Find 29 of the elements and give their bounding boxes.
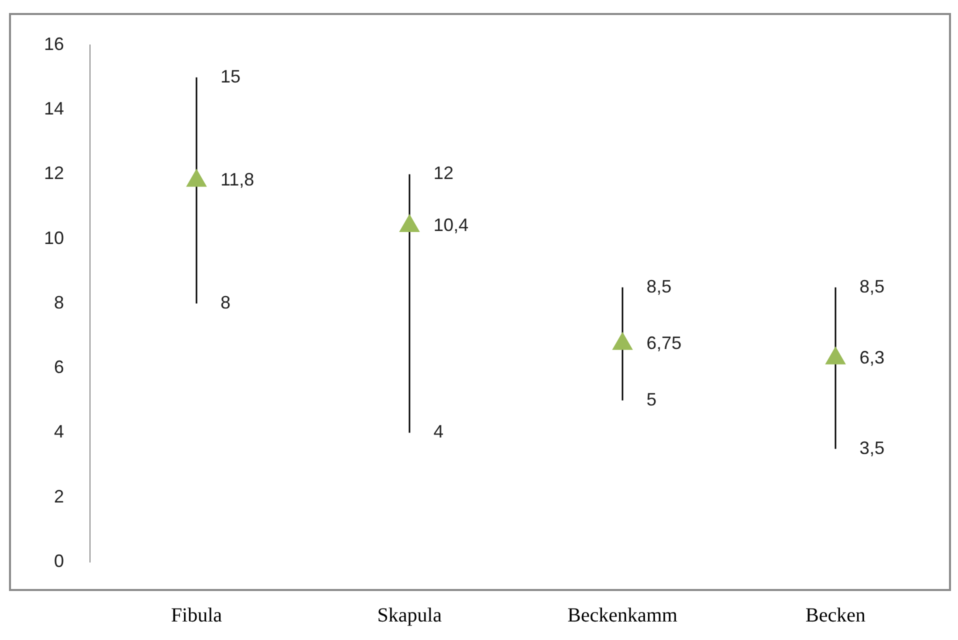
x-tick-label: Skapula <box>377 604 442 626</box>
y-tick-label: 6 <box>54 357 64 378</box>
point <box>186 169 207 187</box>
x-tick-label: Fibula <box>170 604 222 626</box>
y-tick-label: 2 <box>54 486 64 506</box>
annotation: 12 <box>434 163 454 184</box>
y-tick-label: 14 <box>44 98 64 119</box>
x-tick-label: Becken <box>806 604 866 626</box>
point <box>825 346 846 364</box>
y-tick-label: 10 <box>44 228 64 248</box>
data-label: 10,4 <box>434 214 469 235</box>
y-tick-label: 8 <box>54 292 64 312</box>
y-tick-label: 12 <box>44 163 64 184</box>
y-tick-label: 4 <box>54 422 64 442</box>
y-tick-label: 0 <box>54 550 64 571</box>
point <box>612 332 633 350</box>
annotation: 8 <box>220 292 231 312</box>
x-tick-label: Beckenkamm <box>568 604 678 626</box>
annotation: 3,5 <box>860 438 885 458</box>
data-label: 6,75 <box>646 332 682 353</box>
data-label: 11,8 <box>220 170 254 190</box>
y-tick-label: 16 <box>44 34 64 54</box>
annotation: 4 <box>434 422 444 442</box>
annotation: 8,5 <box>646 276 672 296</box>
annotation: 15 <box>220 66 241 86</box>
annotation: 8,5 <box>860 276 885 296</box>
point <box>399 214 420 232</box>
data-label: 6,3 <box>860 347 885 368</box>
annotation: 5 <box>646 389 657 410</box>
